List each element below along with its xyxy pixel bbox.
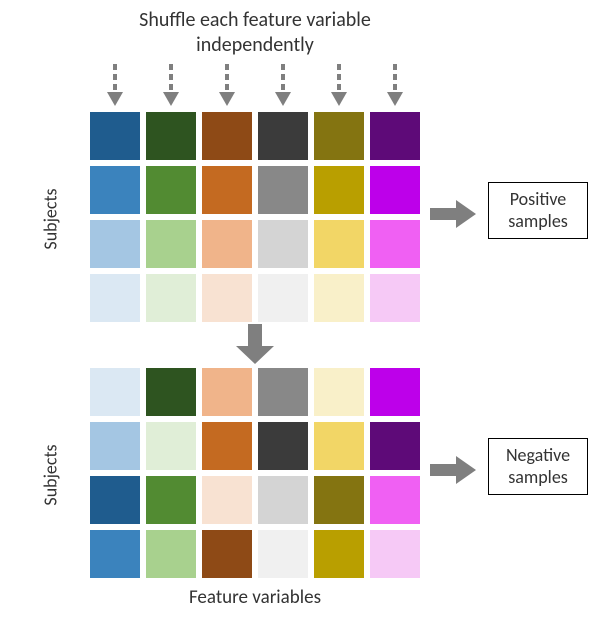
grid-cell <box>370 166 420 214</box>
grid-cell <box>90 476 140 524</box>
grid-cell <box>146 274 196 322</box>
grid-cell <box>90 166 140 214</box>
grid-cell <box>314 476 364 524</box>
title-shuffle: Shuffle each feature variable independen… <box>90 8 420 58</box>
grid-cell <box>370 476 420 524</box>
box-negative-samples: Negative samples <box>488 438 588 495</box>
grid-cell <box>146 476 196 524</box>
grid-cell <box>370 274 420 322</box>
grid-cell <box>370 530 420 578</box>
grid-cell <box>314 530 364 578</box>
grid-cell <box>370 422 420 470</box>
grid-cell <box>258 274 308 322</box>
grid-positive <box>90 112 420 322</box>
grid-cell <box>370 220 420 268</box>
grid-cell <box>90 422 140 470</box>
grid-cell <box>258 422 308 470</box>
grid-cell <box>146 220 196 268</box>
grid-cell <box>258 166 308 214</box>
dashed-arrows-row <box>90 64 420 108</box>
grid-cell <box>146 166 196 214</box>
grid-cell <box>202 166 252 214</box>
grid-cell <box>202 530 252 578</box>
dashed-arrow-icon <box>370 64 420 108</box>
grid-cell <box>202 368 252 416</box>
grid-cell <box>314 368 364 416</box>
grid-cell <box>90 112 140 160</box>
grid-cell <box>146 530 196 578</box>
grid-cell <box>202 274 252 322</box>
grid-cell <box>146 112 196 160</box>
grid-cell <box>146 422 196 470</box>
grid-cell <box>258 112 308 160</box>
grid-cell <box>90 274 140 322</box>
grid-cell <box>314 220 364 268</box>
dashed-arrow-icon <box>202 64 252 108</box>
grid-cell <box>370 112 420 160</box>
grid-negative <box>90 368 420 578</box>
grid-cell <box>90 368 140 416</box>
grid-cell <box>314 166 364 214</box>
grid-cell <box>202 220 252 268</box>
box-positive-samples: Positive samples <box>488 182 588 239</box>
grid-cell <box>370 368 420 416</box>
dashed-arrow-icon <box>90 64 140 108</box>
arrow-to-positive <box>430 200 476 233</box>
grid-cell <box>90 220 140 268</box>
dashed-arrow-icon <box>258 64 308 108</box>
dashed-arrow-icon <box>146 64 196 108</box>
grid-cell <box>258 368 308 416</box>
ylabel-subjects-bottom: Subjects <box>40 444 62 505</box>
grid-cell <box>314 422 364 470</box>
grid-cell <box>314 274 364 322</box>
grid-cell <box>90 530 140 578</box>
grid-cell <box>202 476 252 524</box>
arrow-to-negative <box>430 456 476 489</box>
grid-cell <box>314 112 364 160</box>
arrow-shuffle-down <box>236 324 274 369</box>
ylabel-subjects-top: Subjects <box>40 188 62 249</box>
xlabel-features: Feature variables <box>90 586 420 609</box>
grid-cell <box>258 530 308 578</box>
grid-cell <box>202 112 252 160</box>
grid-cell <box>258 476 308 524</box>
grid-cell <box>146 368 196 416</box>
grid-cell <box>202 422 252 470</box>
dashed-arrow-icon <box>314 64 364 108</box>
grid-cell <box>258 220 308 268</box>
